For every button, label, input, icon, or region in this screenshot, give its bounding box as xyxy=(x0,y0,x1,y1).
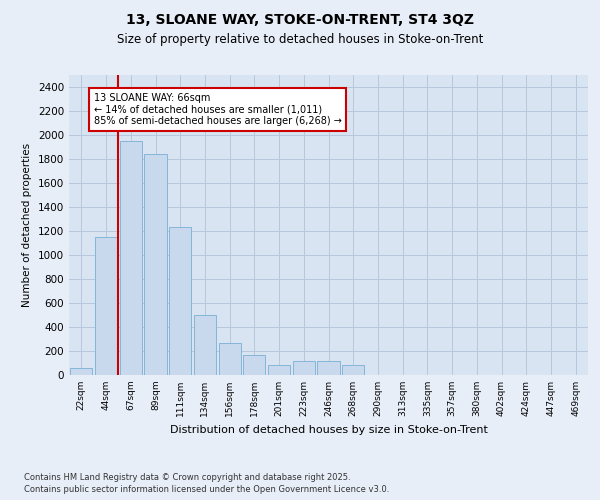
Bar xyxy=(342,365,364,375)
Bar xyxy=(70,368,92,375)
Y-axis label: Number of detached properties: Number of detached properties xyxy=(22,143,32,307)
Text: Size of property relative to detached houses in Stoke-on-Trent: Size of property relative to detached ho… xyxy=(117,32,483,46)
Bar xyxy=(243,355,265,375)
Bar xyxy=(119,141,142,375)
Bar xyxy=(145,154,167,375)
Bar xyxy=(268,366,290,375)
Bar xyxy=(194,315,216,375)
X-axis label: Distribution of detached houses by size in Stoke-on-Trent: Distribution of detached houses by size … xyxy=(170,424,487,434)
Bar xyxy=(293,360,315,375)
Text: Contains HM Land Registry data © Crown copyright and database right 2025.: Contains HM Land Registry data © Crown c… xyxy=(24,472,350,482)
Bar xyxy=(218,342,241,375)
Text: 13 SLOANE WAY: 66sqm
← 14% of detached houses are smaller (1,011)
85% of semi-de: 13 SLOANE WAY: 66sqm ← 14% of detached h… xyxy=(94,93,341,126)
Text: Contains public sector information licensed under the Open Government Licence v3: Contains public sector information licen… xyxy=(24,485,389,494)
Bar xyxy=(169,228,191,375)
Bar xyxy=(317,360,340,375)
Text: 13, SLOANE WAY, STOKE-ON-TRENT, ST4 3QZ: 13, SLOANE WAY, STOKE-ON-TRENT, ST4 3QZ xyxy=(126,12,474,26)
Bar xyxy=(95,237,117,375)
